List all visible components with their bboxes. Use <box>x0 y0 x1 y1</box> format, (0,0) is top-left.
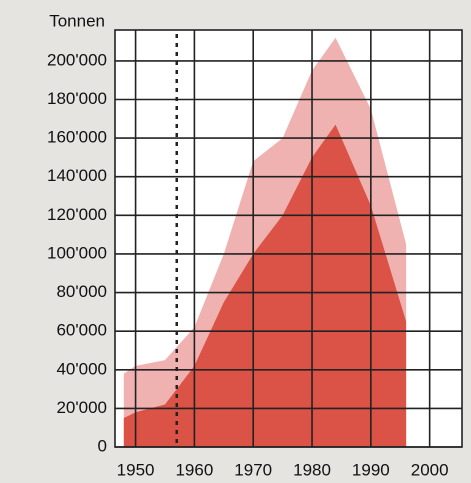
x-tick-label: 1950 <box>117 460 155 479</box>
y-tick-label: 180'000 <box>47 89 107 108</box>
y-tick-label: 0 <box>98 436 107 455</box>
x-tick-label: 1990 <box>352 460 390 479</box>
y-tick-label: 80'000 <box>56 282 107 301</box>
y-tick-label: 120'000 <box>47 205 107 224</box>
y-tick-label: 60'000 <box>56 321 107 340</box>
y-tick-label: 100'000 <box>47 243 107 262</box>
y-tick-label: 160'000 <box>47 128 107 147</box>
y-tick-label: 140'000 <box>47 166 107 185</box>
x-tick-label: 1960 <box>175 460 213 479</box>
plot-frame <box>114 29 463 448</box>
y-tick-label: 20'000 <box>56 398 107 417</box>
x-tick-label: 1970 <box>234 460 272 479</box>
y-tick-label: 200'000 <box>47 50 107 69</box>
x-tick-label: 2000 <box>411 460 449 479</box>
y-tick-label: 40'000 <box>56 359 107 378</box>
y-axis-label: Tonnen <box>49 11 105 30</box>
x-tick-label: 1980 <box>293 460 331 479</box>
